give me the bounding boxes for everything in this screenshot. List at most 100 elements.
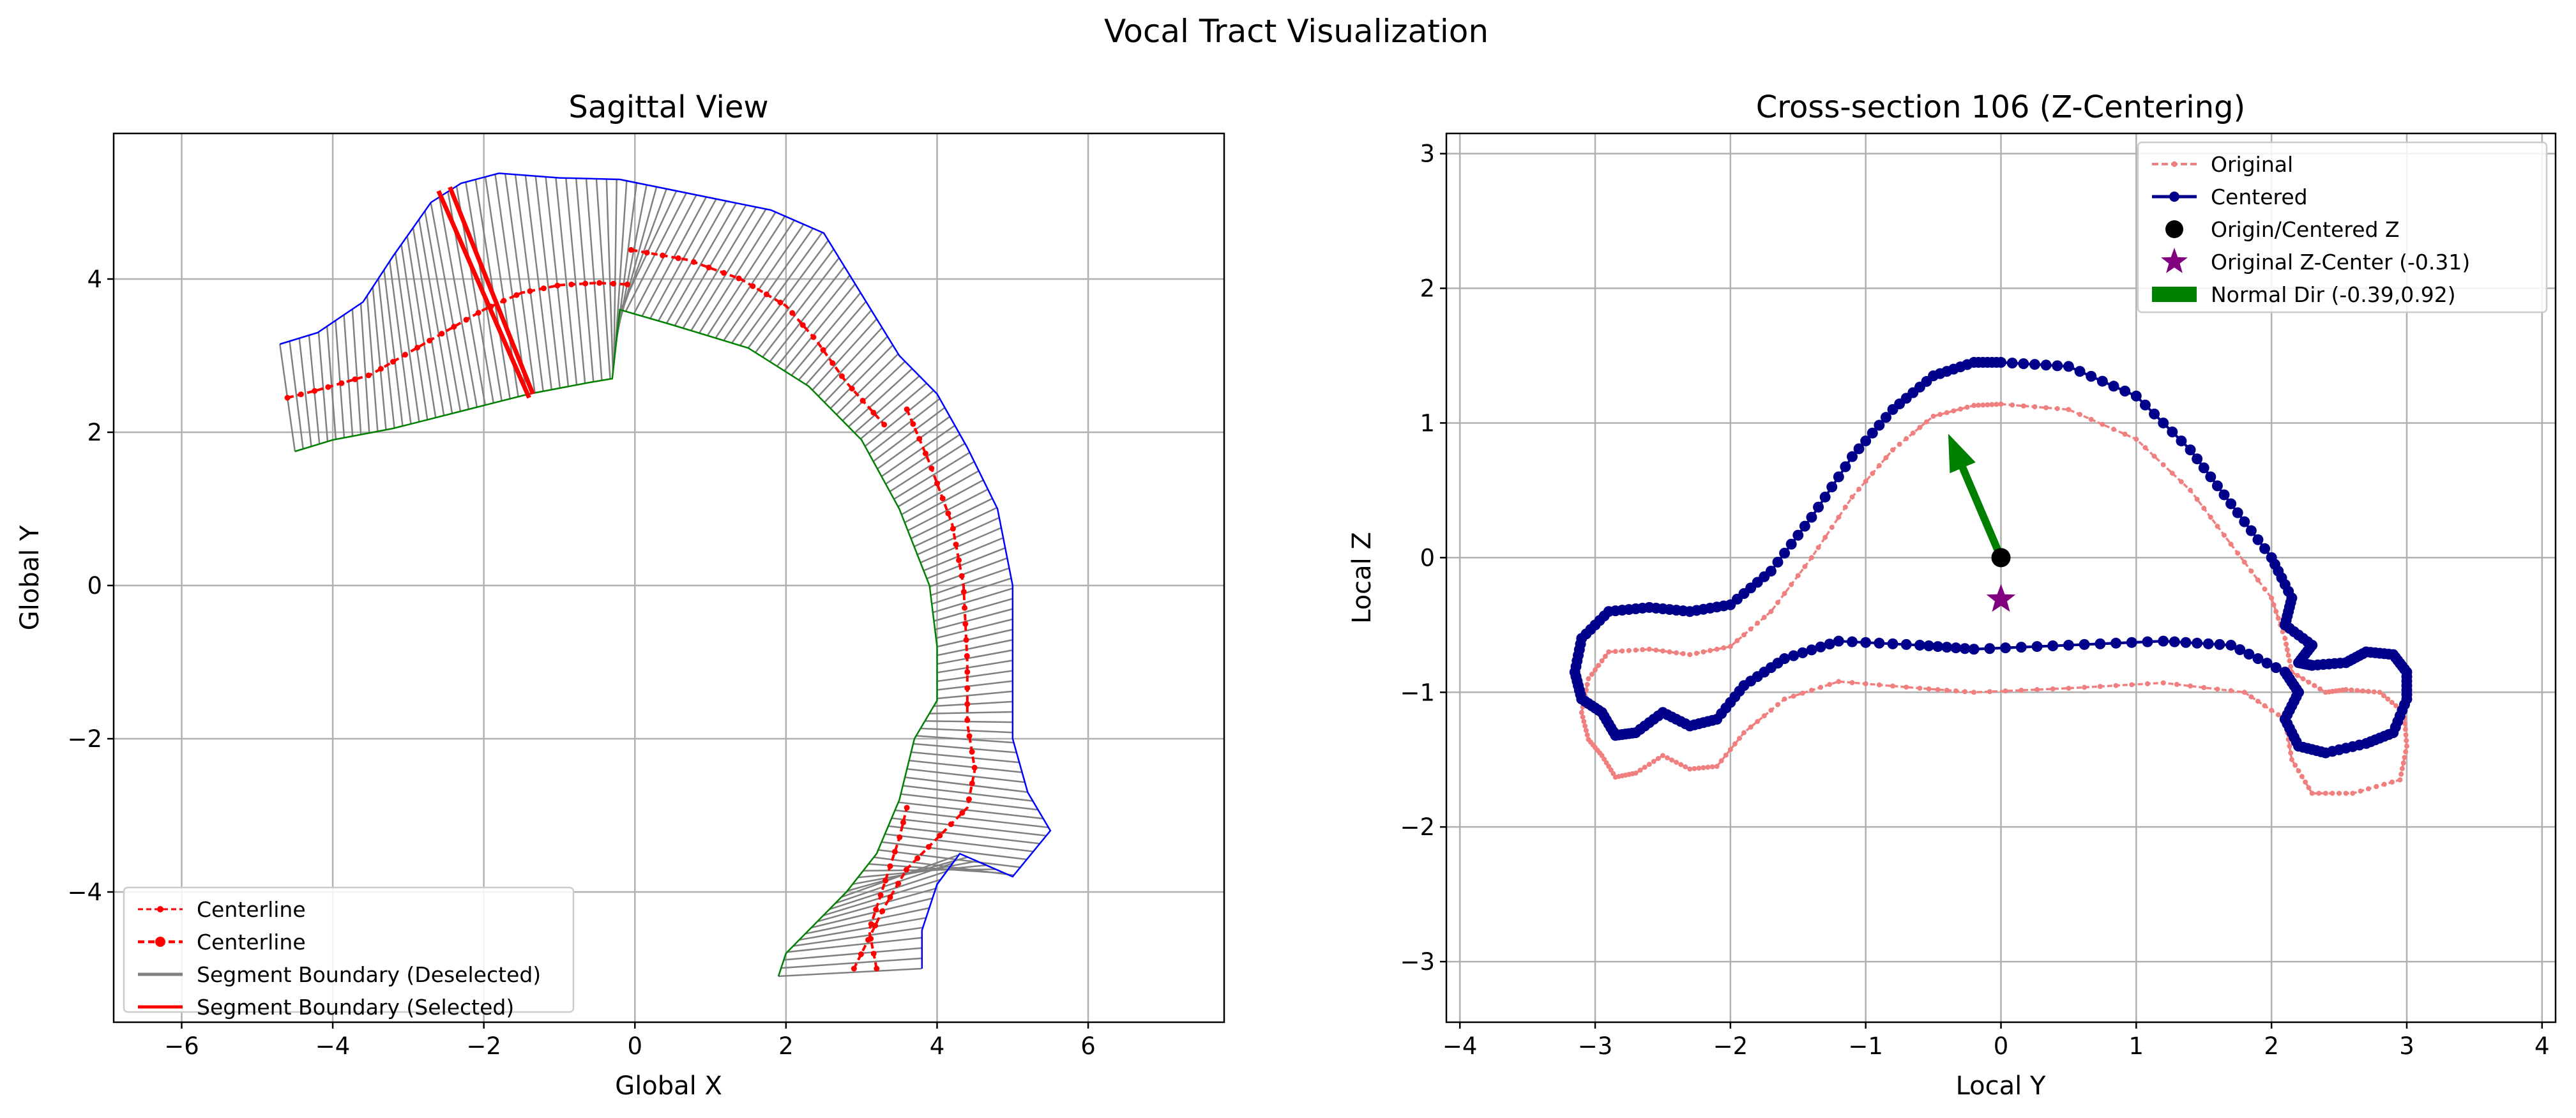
- original-point: [2358, 788, 2363, 794]
- centerline-point: [720, 269, 727, 276]
- centered-point: [1788, 650, 1799, 661]
- original-point: [2228, 541, 2234, 547]
- original-point: [2280, 629, 2285, 635]
- original-point: [2255, 577, 2261, 583]
- original-point: [1935, 687, 1941, 693]
- centered-point: [1846, 636, 1858, 647]
- centerline-point: [964, 717, 971, 723]
- centerline-point: [964, 669, 971, 675]
- original-point: [2248, 694, 2254, 700]
- original-point: [2292, 762, 2298, 768]
- original-point: [2282, 635, 2288, 641]
- centerline-point: [891, 849, 898, 855]
- original-point: [2129, 682, 2135, 688]
- centered-point: [1826, 481, 1838, 493]
- y-tick-label: 0: [1420, 544, 1435, 571]
- centered-point: [2185, 444, 2196, 456]
- original-point: [1795, 573, 1801, 578]
- original-point: [1655, 755, 1661, 761]
- original-point: [1953, 688, 1959, 694]
- segment-boundary: [868, 398, 941, 455]
- centered-point: [2006, 358, 2018, 369]
- sagittal-ylabel: Global Y: [15, 525, 45, 630]
- selected-segment: [448, 186, 535, 395]
- cross-section-title: Cross-section 106 (Z-Centering): [1756, 89, 2246, 125]
- segment-boundary: [682, 206, 757, 329]
- original-point: [1683, 764, 1688, 769]
- original-point: [2255, 699, 2261, 704]
- original-point: [2393, 703, 2399, 709]
- segment-boundary: [891, 817, 1047, 837]
- original-point: [1619, 648, 1625, 654]
- centered-point: [1914, 639, 1925, 651]
- x-tick-label: 1: [2129, 1032, 2144, 1060]
- centerline-point: [959, 810, 966, 816]
- original-point: [2402, 721, 2408, 727]
- legend-box: [2137, 141, 2548, 313]
- original-point: [2215, 686, 2220, 692]
- original-point: [1687, 766, 1693, 772]
- y-tick-label: −4: [67, 879, 102, 906]
- segment-boundary: [769, 266, 845, 363]
- x-tick-label: −2: [1713, 1032, 1748, 1060]
- original-point: [2404, 743, 2409, 749]
- legend-centered-marker: [2169, 192, 2179, 202]
- centerline-point: [969, 780, 975, 787]
- original-point: [2360, 688, 2366, 694]
- original-point: [1674, 759, 1679, 765]
- original-point: [1957, 406, 1963, 412]
- original-point: [2309, 790, 2315, 796]
- centerline-point: [860, 397, 866, 404]
- centerline-point: [897, 834, 903, 840]
- segment-boundary: [842, 361, 906, 421]
- segment-boundary: [406, 236, 437, 418]
- centerline-point: [799, 322, 806, 328]
- y-tick-label: 3: [1420, 140, 1435, 168]
- segment-boundary: [787, 937, 922, 953]
- segment-boundary: [934, 608, 1013, 631]
- original-point: [1692, 766, 1697, 771]
- legend-star-marker: [2161, 248, 2188, 273]
- original-point: [1664, 755, 1670, 760]
- original-point: [2188, 683, 2193, 689]
- segment-boundary: [931, 577, 1011, 605]
- centerline-point: [624, 281, 630, 287]
- segment-boundary: [565, 178, 586, 384]
- original-point: [1732, 741, 1738, 747]
- original-point: [2374, 783, 2379, 789]
- original-point: [1651, 759, 1656, 764]
- original-point: [2111, 427, 2117, 432]
- centered-point: [1846, 451, 1858, 462]
- centerline: [867, 807, 909, 969]
- segment-boundary: [778, 967, 922, 978]
- original-point: [1723, 752, 1729, 758]
- centerline-point: [377, 366, 384, 372]
- original-point: [2097, 684, 2103, 690]
- centerline-point: [881, 421, 888, 428]
- centerline-point: [910, 421, 916, 427]
- centered-point: [2176, 435, 2187, 447]
- original-point: [2371, 689, 2377, 695]
- original-point: [1976, 402, 1981, 408]
- centerline-point: [958, 573, 965, 579]
- original-point: [2088, 416, 2094, 422]
- original-point: [1818, 684, 1824, 690]
- centerline-point: [568, 281, 575, 287]
- x-tick-label: 6: [1080, 1032, 1096, 1060]
- centered-point: [2243, 649, 2255, 660]
- centerline-point: [877, 892, 884, 898]
- original-point: [1714, 646, 1720, 652]
- original-point: [2269, 707, 2275, 713]
- centered-point: [2031, 641, 2043, 653]
- segment-boundary: [860, 382, 927, 440]
- original-point: [2390, 779, 2395, 785]
- centerline: [631, 248, 886, 426]
- centered-point: [2192, 453, 2203, 465]
- segment-boundary: [698, 211, 777, 334]
- original-point: [1580, 714, 1586, 720]
- centered-point: [1785, 538, 1797, 550]
- original-point: [2287, 658, 2292, 664]
- centered-point: [1950, 642, 1962, 654]
- x-tick-label: −2: [466, 1032, 501, 1060]
- centerline-point: [820, 347, 826, 353]
